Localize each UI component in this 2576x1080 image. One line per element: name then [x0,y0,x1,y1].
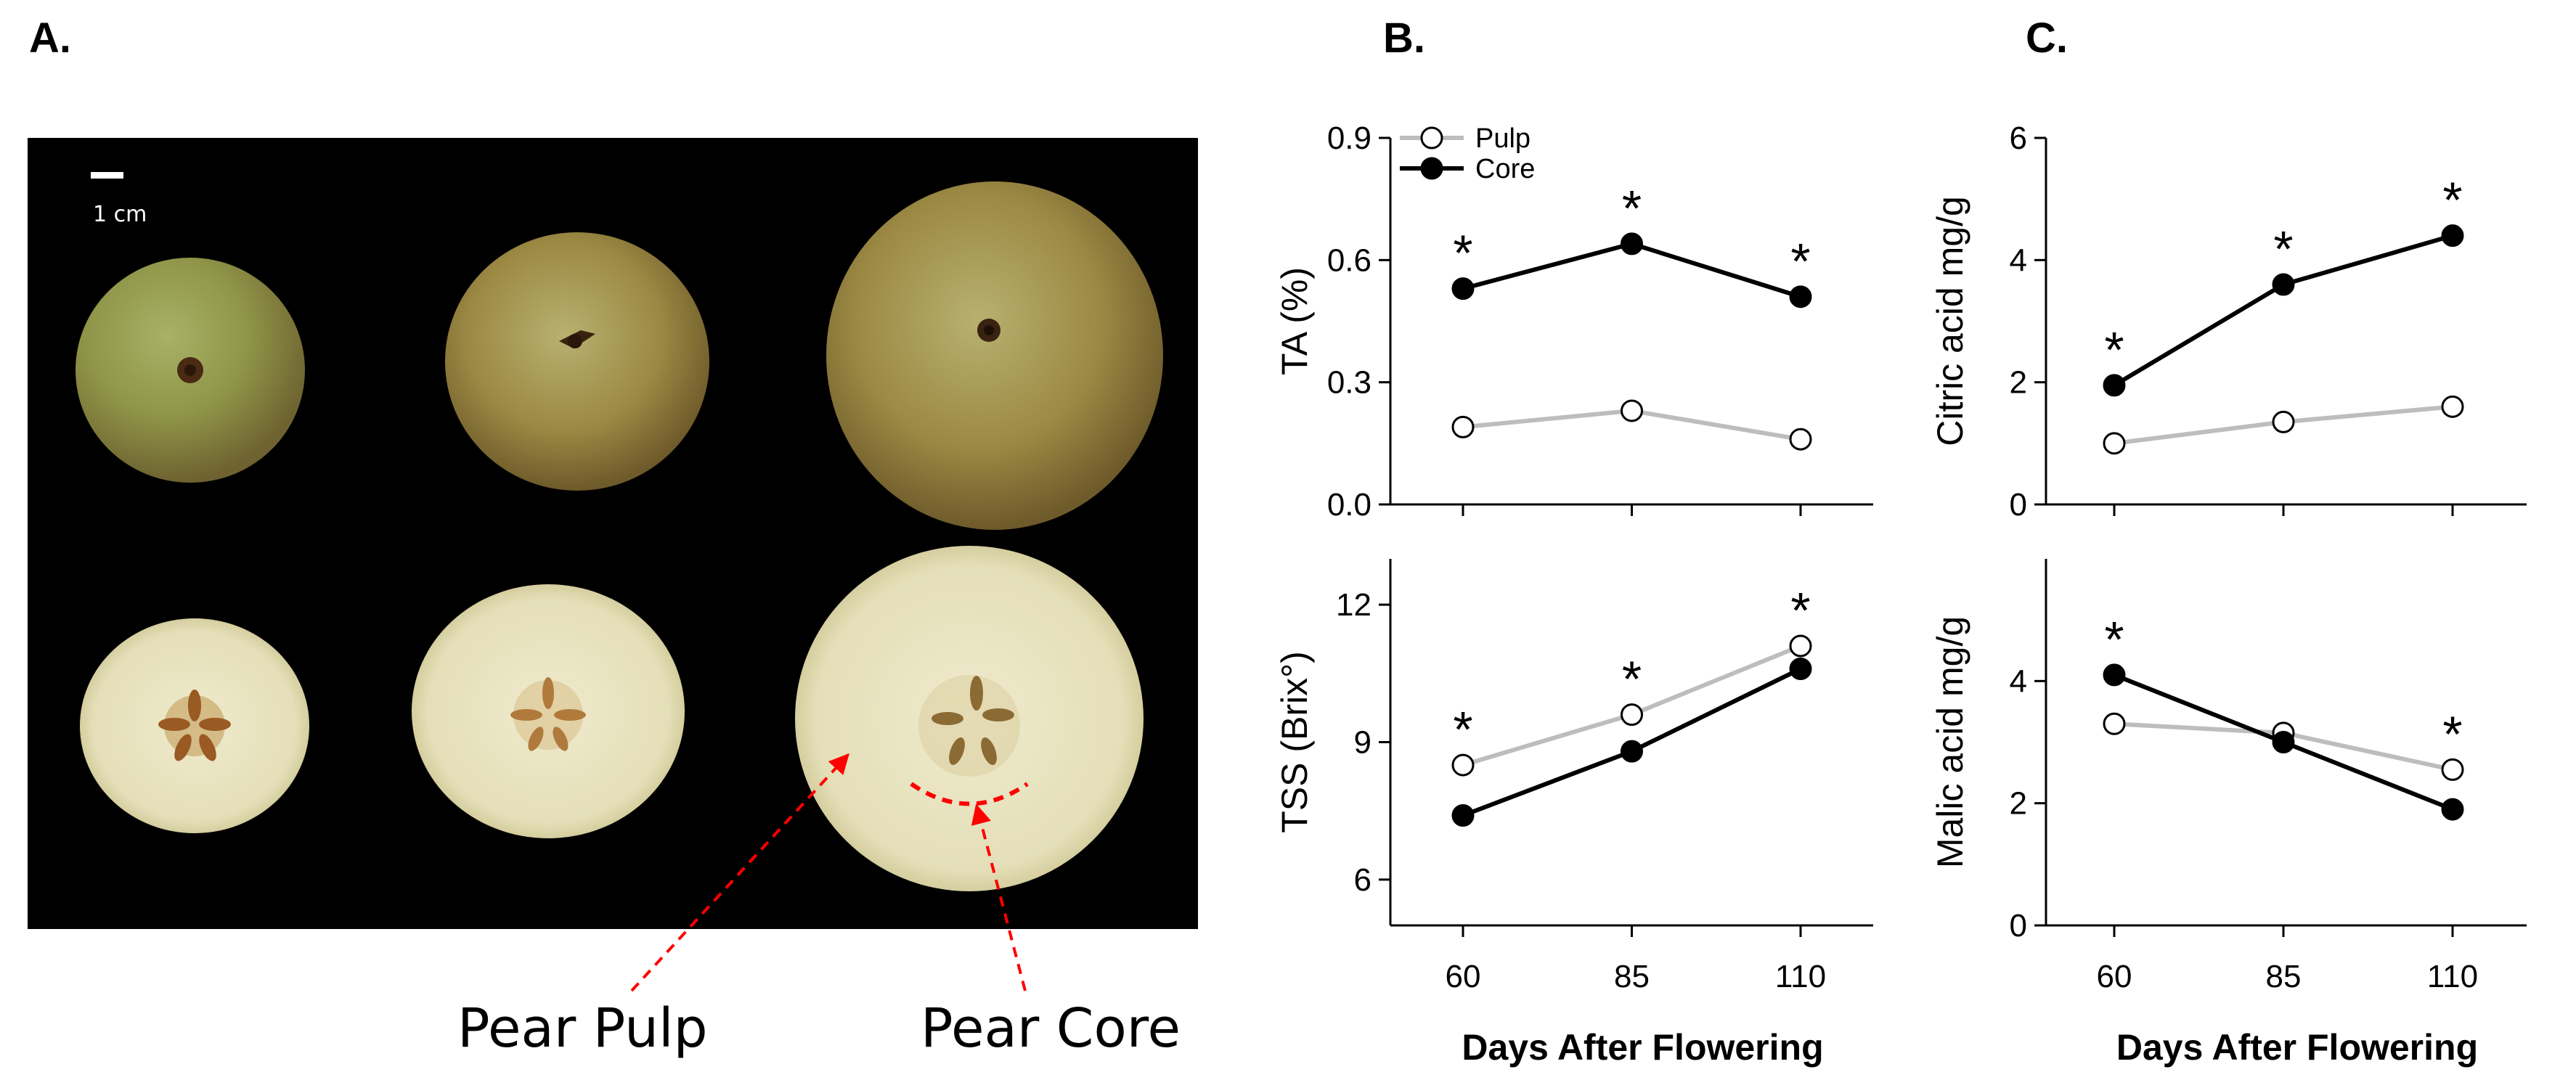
y-tick-label: 9 [1354,725,1371,761]
core-data-point [1789,285,1812,308]
y-tick-label: 0 [2010,908,2027,944]
significance-star: * [1453,225,1472,282]
y-axis-title: TSS (Brix°) [1274,651,1315,833]
x-tick-label: 85 [2266,959,2302,994]
legend: Pulp Core [1400,123,1535,184]
pear-photo: 1 cm [28,138,1198,992]
significance-star: * [2104,611,2124,668]
y-tick-label: 2 [2010,786,2027,822]
legend-core-marker [1420,157,1443,180]
significance-star: * [1790,582,1810,639]
y-axis-title: TA (%) [1274,267,1315,375]
core-data-point [2103,663,2126,687]
pear-pulp-label: Pear Pulp [457,997,708,1060]
significance-star: * [1790,233,1810,290]
significance-star: * [2442,172,2462,229]
core-data-point [2441,798,2464,821]
core-data-point [2272,273,2295,296]
y-tick-label: 0.9 [1327,120,1371,156]
malic-acid-chart: 0 2 4 60 85 110 Malic acid mg/g Days After Flow… [1930,559,2527,1068]
x-tick-label: 60 [2097,959,2132,994]
core-data-point [1621,232,1643,255]
pulp-data-point [2441,395,2464,418]
pulp-data-point [1621,399,1643,422]
core-data-point [2272,731,2295,753]
scale-bar [91,172,123,179]
scale-bar-label: 1 cm [93,202,147,227]
y-tick-label: 2 [2010,365,2027,401]
panel-letter-a: A. [29,15,71,62]
tss-chart: 6 9 12 60 85 110 TSS (Brix°) Days After Floweri… [1274,559,1873,1068]
x-tick-label: 60 [1446,959,1481,994]
pulp-data-point [1451,753,1475,777]
y-tick-label: 0.3 [1327,365,1371,401]
cut-pear-85 [412,584,685,838]
y-tick-label: 4 [2010,242,2027,278]
x-axis-title: Days After Flowering [1462,1027,1823,1068]
x-axis-title: Days After Flowering [2116,1027,2478,1068]
panel-letter-b: B. [1383,15,1425,62]
ta-chart: 0.0 0.3 0.6 0.9 TA (%) * * * [1274,120,1873,523]
y-tick-label: 4 [2010,663,2027,699]
significance-star: * [2273,221,2293,277]
y-tick-label: 0 [2010,487,2027,523]
pulp-data-point [1789,634,1812,658]
citric-acid-chart: 0 2 4 6 Citric acid mg/g * * * [1930,120,2527,523]
pear-core-label: Pear Core [921,997,1181,1060]
panel-letter-c: C. [2026,15,2068,62]
significance-star: * [2104,322,2124,378]
core-boundary-marker [910,782,1029,806]
y-tick-label: 0.6 [1327,242,1371,278]
y-tick-label: 6 [1354,862,1371,898]
y-tick-label: 6 [2010,120,2027,156]
pulp-data-point [1789,428,1812,451]
pulp-data-point [1451,415,1475,438]
legend-pulp-label: Pulp [1475,123,1530,154]
significance-star: * [1622,651,1642,708]
pulp-data-point [2103,432,2126,455]
x-tick-label: 110 [1775,959,1826,994]
significance-star: * [1453,701,1472,758]
whole-pear-85 [445,232,709,491]
cut-pear-60 [80,618,309,833]
core-data-point [1451,804,1475,827]
significance-star: * [1622,180,1642,237]
pulp-arrow [630,753,849,992]
legend-pulp-marker [1420,126,1443,150]
y-tick-label: 12 [1336,587,1371,623]
core-data-point [2103,374,2126,397]
pulp-data-point [1621,703,1643,727]
y-tick-label: 0.0 [1327,487,1371,523]
core-arrow [971,803,1027,991]
whole-pear-110 [826,181,1163,530]
core-data-point [1789,658,1812,680]
cut-pear-110 [795,546,1144,891]
legend-core-label: Core [1475,154,1535,184]
core-data-point [2441,224,2464,248]
y-axis-title: Malic acid mg/g [1930,616,1970,868]
pulp-data-point [2441,758,2464,781]
pulp-data-point [2103,712,2126,735]
y-axis-title: Citric acid mg/g [1930,196,1970,446]
core-data-point [1451,277,1475,300]
significance-star: * [2442,705,2462,762]
pulp-data-point [2272,410,2295,433]
x-tick-label: 110 [2427,959,2478,994]
x-tick-label: 85 [1614,959,1650,994]
core-data-point [1621,740,1643,763]
whole-pear-60 [76,258,305,483]
